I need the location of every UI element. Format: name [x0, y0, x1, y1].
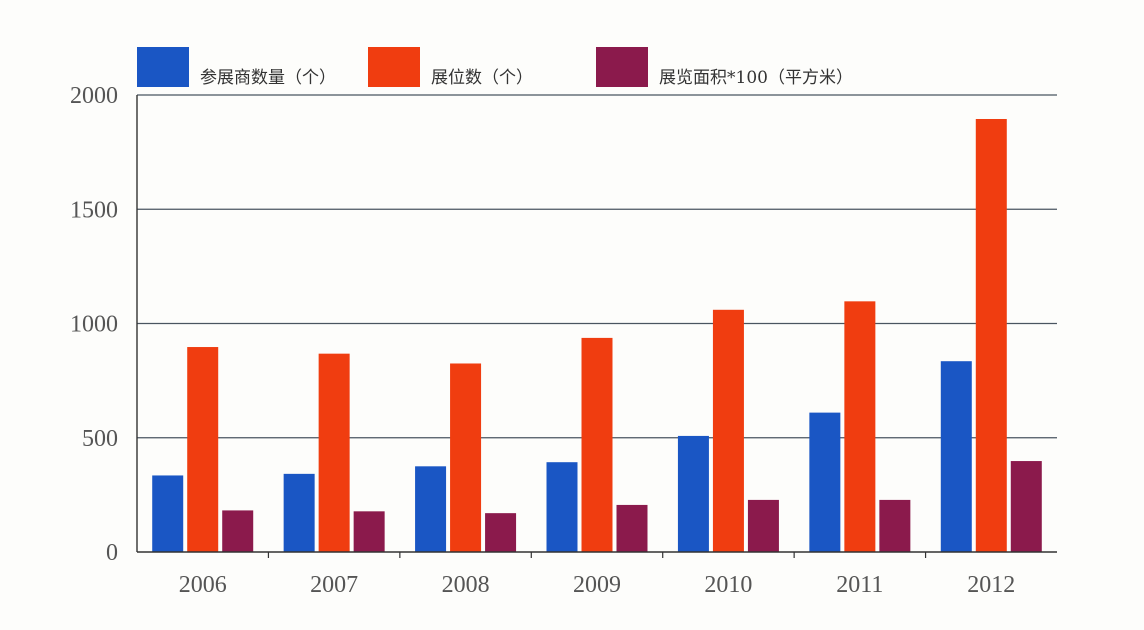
y-tick-label-1500: 1500 — [70, 197, 118, 223]
x-tick-label-2009: 2009 — [573, 572, 621, 598]
bar-s2-2009 — [616, 504, 648, 552]
legend-label-0: 参展商数量（个） — [200, 68, 336, 88]
y-tick-label-500: 500 — [82, 426, 118, 452]
bar-s2-2010 — [747, 499, 779, 552]
bars — [152, 118, 1042, 553]
y-tick-label-2000: 2000 — [70, 83, 118, 109]
x-tick-label-2011: 2011 — [836, 572, 883, 598]
y-tick-label-1000: 1000 — [70, 312, 118, 338]
legend-label-2: 展览面积*100（平方米） — [659, 68, 853, 88]
bar-s0-2011 — [809, 412, 841, 552]
x-tick-label-2012: 2012 — [967, 572, 1015, 598]
bar-s2-2007 — [353, 511, 385, 552]
bar-s2-2011 — [879, 499, 911, 552]
y-axis: 0 500 1000 1500 2000 — [70, 83, 138, 566]
bar-s2-2012 — [1010, 461, 1042, 552]
y-tick-label-0: 0 — [106, 540, 118, 566]
x-tick-label-2008: 2008 — [442, 572, 490, 598]
legend-label-1: 展位数（个） — [431, 68, 533, 88]
x-tick-label-2007: 2007 — [310, 572, 358, 598]
x-axis: 2006 2007 2008 2009 2010 2011 2012 — [137, 551, 1057, 598]
bar-s1-2008 — [450, 363, 482, 552]
legend-swatch-1 — [368, 47, 420, 87]
bar-s0-2009 — [546, 462, 578, 552]
bar-s0-2006 — [152, 475, 184, 552]
bar-s0-2012 — [940, 361, 972, 552]
bar-s2-2008 — [485, 513, 517, 552]
bar-s1-2011 — [844, 301, 876, 552]
legend: 参展商数量（个） 展位数（个） 展览面积*100（平方米） — [137, 47, 853, 88]
bar-s1-2009 — [581, 337, 613, 552]
bar-s1-2012 — [975, 118, 1007, 553]
bar-s0-2010 — [677, 435, 709, 552]
bar-s1-2010 — [712, 309, 744, 552]
legend-swatch-2 — [596, 47, 648, 87]
x-tick-label-2006: 2006 — [179, 572, 227, 598]
legend-swatch-0 — [137, 47, 189, 87]
bar-s0-2007 — [283, 473, 315, 552]
x-tick-label-2010: 2010 — [704, 572, 752, 598]
bar-s1-2006 — [187, 347, 219, 552]
bar-s0-2008 — [415, 466, 447, 552]
bar-s2-2006 — [222, 510, 254, 552]
bar-s1-2007 — [318, 353, 350, 552]
